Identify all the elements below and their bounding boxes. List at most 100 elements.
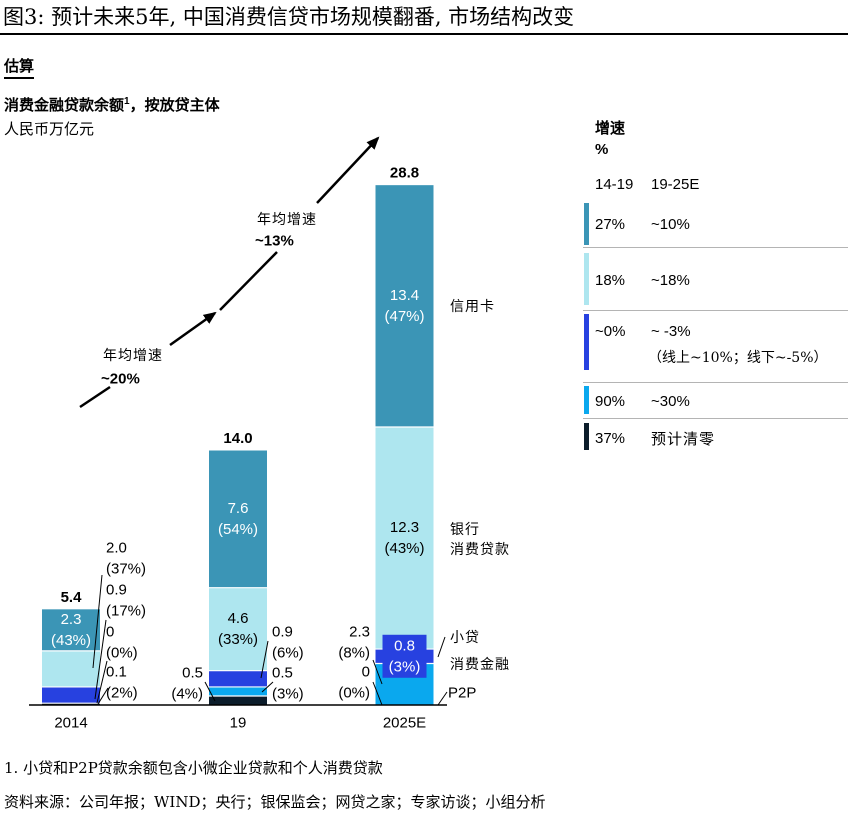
legend-growth-note: （线上~10%；线下~-5%） — [648, 350, 828, 366]
legend-growth-19-25e: ~ -3% — [651, 323, 691, 340]
leader-line — [261, 681, 274, 693]
legend-growth-14-19: 37% — [595, 430, 626, 447]
bar-value-label: 2.0 — [106, 540, 127, 557]
bar-share-label: (43%) — [51, 632, 91, 649]
bar-share-label: (17%) — [106, 603, 146, 620]
bar-total-label: 14.0 — [223, 430, 252, 447]
bar-segment — [209, 695, 267, 705]
leader-line — [92, 574, 103, 669]
bar-segment — [209, 670, 267, 687]
chart-title: 消费金融贷款余额1，按放贷主体 — [4, 92, 220, 115]
growth-annotation-label: 年均增速 — [257, 212, 317, 228]
growth-annotation-value: ~13% — [255, 233, 294, 250]
series-name-label: 银行 — [450, 522, 480, 538]
bar-value-label: 13.4 — [390, 287, 419, 304]
bar-share-label: (6%) — [272, 645, 304, 662]
bar-value-label: 0.8 — [394, 637, 415, 654]
bar-value-label: 0.1 — [106, 664, 127, 681]
series-name-label: P2P — [448, 685, 476, 702]
legend-color-bar — [584, 203, 589, 245]
bar-share-label: (47%) — [384, 308, 424, 325]
bar-share-label: (4%) — [171, 686, 203, 703]
bar-segment — [42, 703, 100, 705]
legend-color-bar — [584, 253, 589, 305]
bar-share-label: (54%) — [218, 521, 258, 538]
bar-value-label: 0.5 — [182, 665, 203, 682]
bar-value-label: 0.9 — [272, 624, 293, 641]
leader-line — [204, 681, 216, 702]
x-axis-tick-label: 19 — [230, 715, 247, 732]
legend-growth-19-25e: ~18% — [651, 272, 690, 289]
bar-share-label: (2%) — [106, 685, 138, 702]
bar-segment — [209, 686, 267, 696]
footnote-ref: 1 — [124, 96, 130, 107]
y-axis-unit-label: 人民币万亿元 — [4, 120, 95, 138]
legend-divider — [583, 247, 848, 248]
legend-color-bar — [584, 386, 589, 414]
bar-segment — [375, 427, 434, 650]
legend-growth-14-19: 27% — [595, 216, 626, 233]
bar-value-label: 7.6 — [228, 500, 249, 517]
growth-arrow — [219, 251, 278, 311]
growth-arrow — [169, 311, 217, 347]
bar-share-label: (3%) — [389, 658, 421, 675]
series-name-label: 信用卡 — [450, 299, 495, 315]
leader-line — [372, 681, 383, 706]
leader-line — [437, 691, 448, 706]
bar-segment — [209, 587, 267, 671]
bar-share-label: (3%) — [272, 686, 304, 703]
leader-line — [372, 659, 383, 685]
legend-header-14-19: 14-19 — [595, 176, 634, 193]
legend-unit: % — [595, 141, 609, 158]
footnote: 1. 小贷和P2P贷款余额包含小微企业贷款和个人消费贷款 — [4, 759, 383, 777]
leader-line — [260, 640, 269, 679]
bar-value-label: 0 — [362, 664, 370, 681]
series-name-label: 消费金融 — [450, 657, 510, 673]
chart-title-main: 消费金融贷款余额 — [4, 96, 125, 114]
value-label-box — [382, 634, 427, 678]
title-divider — [0, 33, 848, 35]
bar-share-label: (43%) — [384, 540, 424, 557]
bar-share-label: (37%) — [106, 561, 146, 578]
bar-segment — [42, 650, 100, 687]
series-name-label: 消费贷款 — [450, 542, 510, 558]
bar-total-label: 5.4 — [61, 589, 83, 606]
source-note: 资料来源：公司年报；WIND；央行；银保监会；网贷之家；专家访谈；小组分析 — [4, 793, 546, 811]
legend-divider — [583, 418, 848, 419]
bar-value-label: 0.9 — [106, 582, 127, 599]
leader-line — [96, 660, 108, 704]
legend-divider — [583, 382, 848, 383]
legend-header-19-25e: 19-25E — [651, 176, 700, 193]
legend-color-bar — [584, 423, 589, 450]
legend-title: 增速 — [595, 119, 626, 137]
leader-line — [97, 687, 109, 705]
estimate-label: 估算 — [4, 56, 35, 79]
bar-share-label: (0%) — [338, 685, 370, 702]
figure-title: 图3: 预计未来5年, 中国消费信贷市场规模翻番, 市场结构改变 — [3, 5, 575, 29]
growth-annotation-label: 年均增速 — [103, 348, 163, 364]
legend-growth-14-19: 18% — [595, 272, 626, 289]
growth-arrow — [316, 136, 380, 204]
leader-line — [94, 619, 107, 700]
bar-segment — [42, 609, 100, 651]
legend-growth-19-25e: ~10% — [651, 216, 690, 233]
bar-segment — [42, 686, 100, 704]
series-name-label: 小贷 — [450, 630, 480, 646]
x-axis-tick-label: 2025E — [383, 715, 426, 732]
growth-annotation-value: ~20% — [101, 371, 140, 388]
legend-growth-14-19: ~0% — [595, 323, 626, 340]
bar-share-label: (0%) — [106, 645, 138, 662]
legend-growth-14-19: 90% — [595, 393, 626, 410]
bar-value-label: 2.3 — [349, 624, 370, 641]
chart-title-suffix: ，按放贷主体 — [129, 96, 220, 114]
bar-value-label: 2.3 — [61, 611, 82, 628]
bar-value-label: 0 — [106, 624, 114, 641]
bar-value-label: 4.6 — [228, 610, 249, 627]
bar-value-label: 12.3 — [390, 519, 419, 536]
bar-share-label: (33%) — [218, 631, 258, 648]
legend-growth-19-25e: ~30% — [651, 393, 690, 410]
leader-line — [437, 636, 446, 658]
bar-segment — [375, 185, 434, 428]
legend-color-bar — [584, 314, 589, 370]
bar-segment — [209, 450, 267, 588]
